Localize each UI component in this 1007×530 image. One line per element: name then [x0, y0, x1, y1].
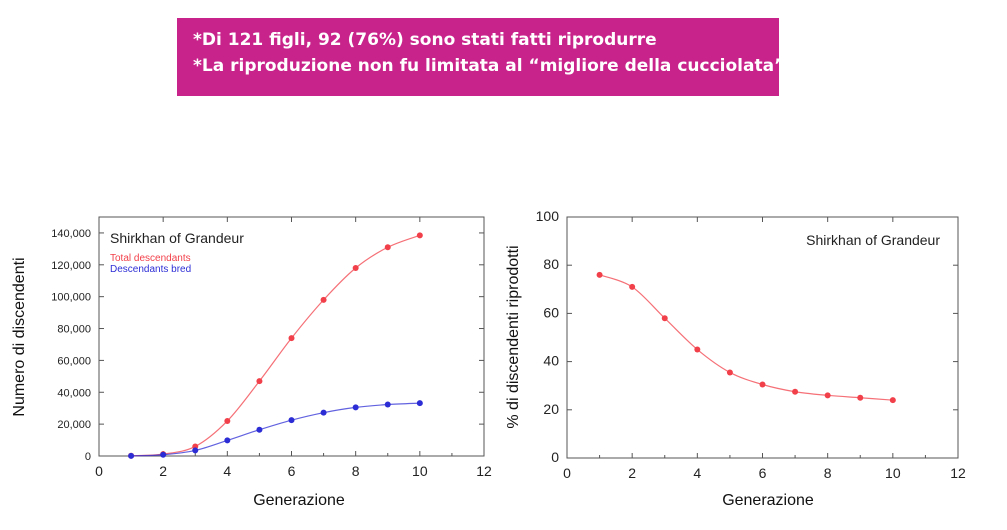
chart1-data-point-0	[256, 378, 263, 385]
chart1-x-tick-label: 12	[476, 463, 492, 479]
chart1-legend-entry: Total descendants	[110, 253, 191, 264]
chart1-x-tick-label: 8	[352, 463, 360, 479]
chart2-title: Shirkhan of Grandeur	[806, 232, 940, 248]
chart2-data-point-0	[629, 283, 636, 290]
chart2-data-point-0	[661, 315, 668, 322]
chart2-series-line-0	[599, 274, 893, 401]
chart1-data-point-1	[416, 400, 423, 407]
chart1-data-point-1	[160, 451, 167, 458]
chart2-x-tick-label: 10	[885, 465, 901, 481]
chart1-y-tick-label: 60,000	[57, 355, 91, 367]
chart2-x-tick-label: 4	[693, 465, 701, 481]
chart2-x-tick-label: 6	[759, 465, 767, 481]
chart1-data-point-1	[320, 409, 327, 416]
chart1-title: Shirkhan of Grandeur	[110, 230, 244, 246]
banner-line-2: *La riproduzione non fu limitata al “mig…	[193, 56, 786, 76]
chart2-y-tick-label: 80	[543, 256, 559, 272]
chart1-y-tick-label: 80,000	[57, 324, 91, 336]
chart2-y-axis-label: % di discendenti riprodotti	[505, 245, 522, 428]
chart2-y-tick-label: 60	[543, 304, 559, 320]
chart2-plot-frame	[566, 216, 959, 459]
chart1-data-point-1	[128, 452, 135, 459]
chart2-y-tick-label: 40	[543, 353, 559, 369]
chart1-y-tick-label: 20,000	[57, 419, 91, 431]
chart1-data-point-1	[288, 417, 295, 424]
chart2-data-point-0	[792, 388, 799, 395]
chart1-x-tick-label: 0	[95, 463, 103, 479]
chart2-x-tick-label: 0	[563, 465, 571, 481]
chart1-y-tick-label: 140,000	[51, 228, 91, 240]
chart2-y-tick-label: 100	[536, 208, 560, 224]
chart2-y-tick-label: 20	[543, 401, 559, 417]
chart1-data-point-1	[256, 426, 263, 433]
chart1-y-tick-label: 100,000	[51, 292, 91, 304]
chart2-data-point-0	[857, 394, 864, 401]
chart2-data-point-0	[889, 397, 896, 404]
banner-line-1: *Di 121 figli, 92 (76%) sono stati fatti…	[193, 30, 657, 50]
chart1-y-tick-label: 0	[85, 451, 91, 463]
chart1-data-point-0	[352, 264, 359, 271]
chart1-data-point-1	[224, 437, 231, 444]
chart1-y-tick-label: 40,000	[57, 387, 91, 399]
chart1-data-point-0	[384, 244, 391, 251]
chart2-x-tick-label: 2	[628, 465, 636, 481]
chart2-x-tick-label: 8	[824, 465, 832, 481]
chart1-series-line-0	[131, 234, 421, 457]
chart2-y-tick-label: 0	[551, 449, 559, 465]
chart1-data-point-0	[320, 296, 327, 303]
chart1-y-tick-label: 120,000	[51, 260, 91, 272]
chart1-data-point-0	[288, 335, 295, 342]
chart1-data-point-1	[352, 404, 359, 411]
chart2-data-point-0	[726, 369, 733, 376]
chart1-data-point-1	[384, 401, 391, 408]
chart1-legend-entry: Descendants bred	[110, 264, 191, 275]
chart2-x-tick-label: 12	[950, 465, 966, 481]
chart1-x-axis-label: Generazione	[253, 492, 345, 509]
chart2-data-point-0	[596, 271, 603, 278]
chart2-data-point-0	[824, 392, 831, 399]
chart1-x-tick-label: 4	[223, 463, 231, 479]
chart1-x-tick-label: 10	[412, 463, 428, 479]
chart1-x-tick-label: 6	[288, 463, 296, 479]
chart1-data-point-0	[224, 417, 231, 424]
chart1-data-point-0	[416, 232, 423, 239]
info-banner: *Di 121 figli, 92 (76%) sono stati fatti…	[177, 18, 786, 96]
chart2-x-axis-label: Generazione	[722, 492, 814, 509]
chart2-data-point-0	[759, 381, 766, 388]
chart1-series-line-1	[131, 402, 420, 457]
chart1-x-tick-label: 2	[159, 463, 167, 479]
chart2-data-point-0	[694, 346, 701, 353]
chart1-data-point-1	[192, 447, 199, 454]
chart1-y-axis-label: Numero di discendenti	[11, 257, 28, 416]
